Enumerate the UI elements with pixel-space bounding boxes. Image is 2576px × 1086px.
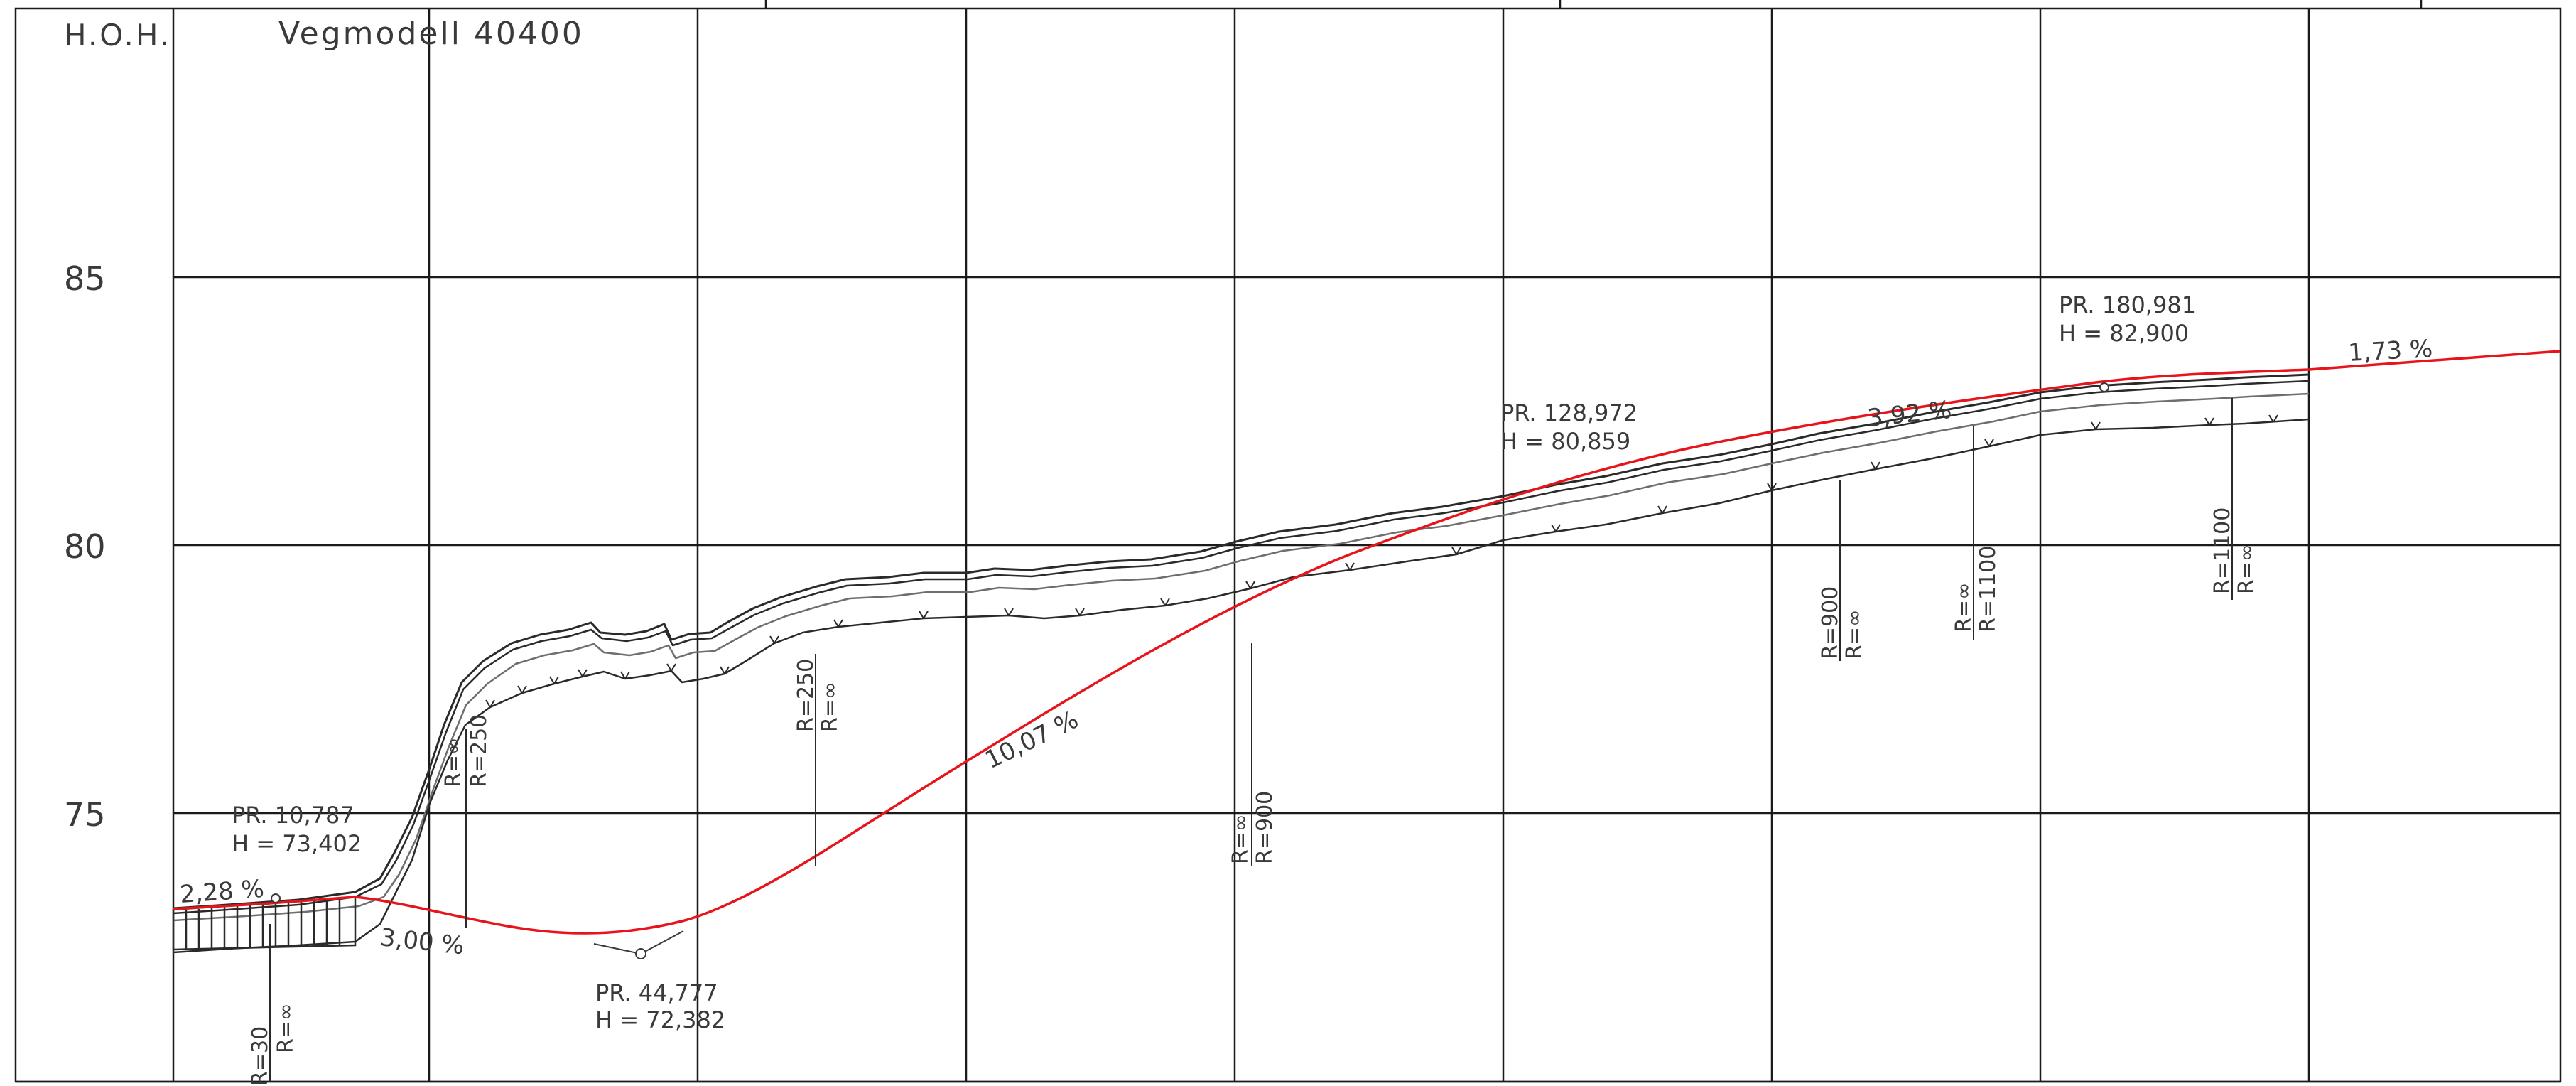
grid (16, 0, 2560, 1083)
tick-mark (485, 414, 2278, 708)
grade-label: 1,73 % (2347, 335, 2433, 367)
grade-label: 2,28 % (179, 875, 265, 909)
y-tick-label: 75 (64, 795, 106, 834)
pr-label: PR. 180,981 (2059, 291, 2196, 318)
low-point-marker (593, 930, 684, 959)
terrain-line-3 (173, 392, 2310, 922)
vertex-marker (271, 893, 281, 903)
grade-label: 3,92 % (1866, 396, 1953, 433)
y-tick-label: 80 (64, 527, 106, 566)
h-label: H = 80,859 (1500, 428, 1630, 455)
terrain-line-top (173, 373, 2310, 910)
grade-label: 3,00 % (379, 923, 465, 960)
radius-label-a: R=900 (1818, 586, 1843, 660)
existing-terrain (173, 373, 2310, 954)
marker-line (640, 930, 684, 955)
high-point-marker (2099, 382, 2109, 392)
marker-line (593, 943, 642, 955)
radius-label-b: R=∞ (818, 682, 843, 732)
radius-label-b: R=900 (1252, 791, 1277, 864)
drawing-title: Vegmodell 40400 (278, 16, 584, 52)
radius-label-a: R=∞ (1228, 814, 1253, 864)
radius-label-a: R=∞ (441, 737, 466, 787)
h-label: H = 73,402 (232, 830, 362, 857)
radius-label-b: R=1100 (1976, 546, 2001, 633)
curve-radius-texts: R=30 R=∞ R=∞ R=250 R=250 R=∞ R=∞ R=900 R… (248, 507, 2259, 1086)
terrain-line-4 (173, 418, 2310, 954)
radius-label-a: R=30 (248, 1026, 273, 1086)
marker-circle (635, 948, 646, 959)
terrain-tick-marks (485, 414, 2278, 708)
radius-label-b: R=250 (467, 714, 492, 787)
pr-label: PR. 128,972 (1500, 399, 1638, 426)
h-label: H = 72,382 (595, 1006, 725, 1033)
y-tick-label: 85 (64, 259, 106, 298)
radius-label-a: R=1100 (2210, 507, 2235, 594)
hoh-label: H.O.H. (64, 18, 171, 53)
radius-label-b: R=∞ (274, 1003, 298, 1053)
grade-label: 10,07 % (980, 706, 1083, 775)
radius-label-b: R=∞ (1842, 609, 1867, 660)
design-profile-line (173, 350, 2561, 935)
hatch-lines (185, 899, 341, 950)
pr-label: PR. 10,787 (232, 802, 355, 829)
terrain-line-2 (173, 380, 2310, 915)
pr-label: PR. 44,777 (595, 979, 718, 1006)
design-annotations: 2,28 % 3,00 % 10,07 % 3,92 % 1,73 % PR. … (179, 291, 2433, 1033)
curve-radius-labels (269, 398, 2233, 1082)
radius-label-a: R=∞ (1952, 582, 1976, 633)
radius-label-b: R=∞ (2234, 544, 2259, 594)
radius-label-a: R=250 (794, 659, 818, 732)
h-label: H = 82,900 (2059, 320, 2189, 347)
